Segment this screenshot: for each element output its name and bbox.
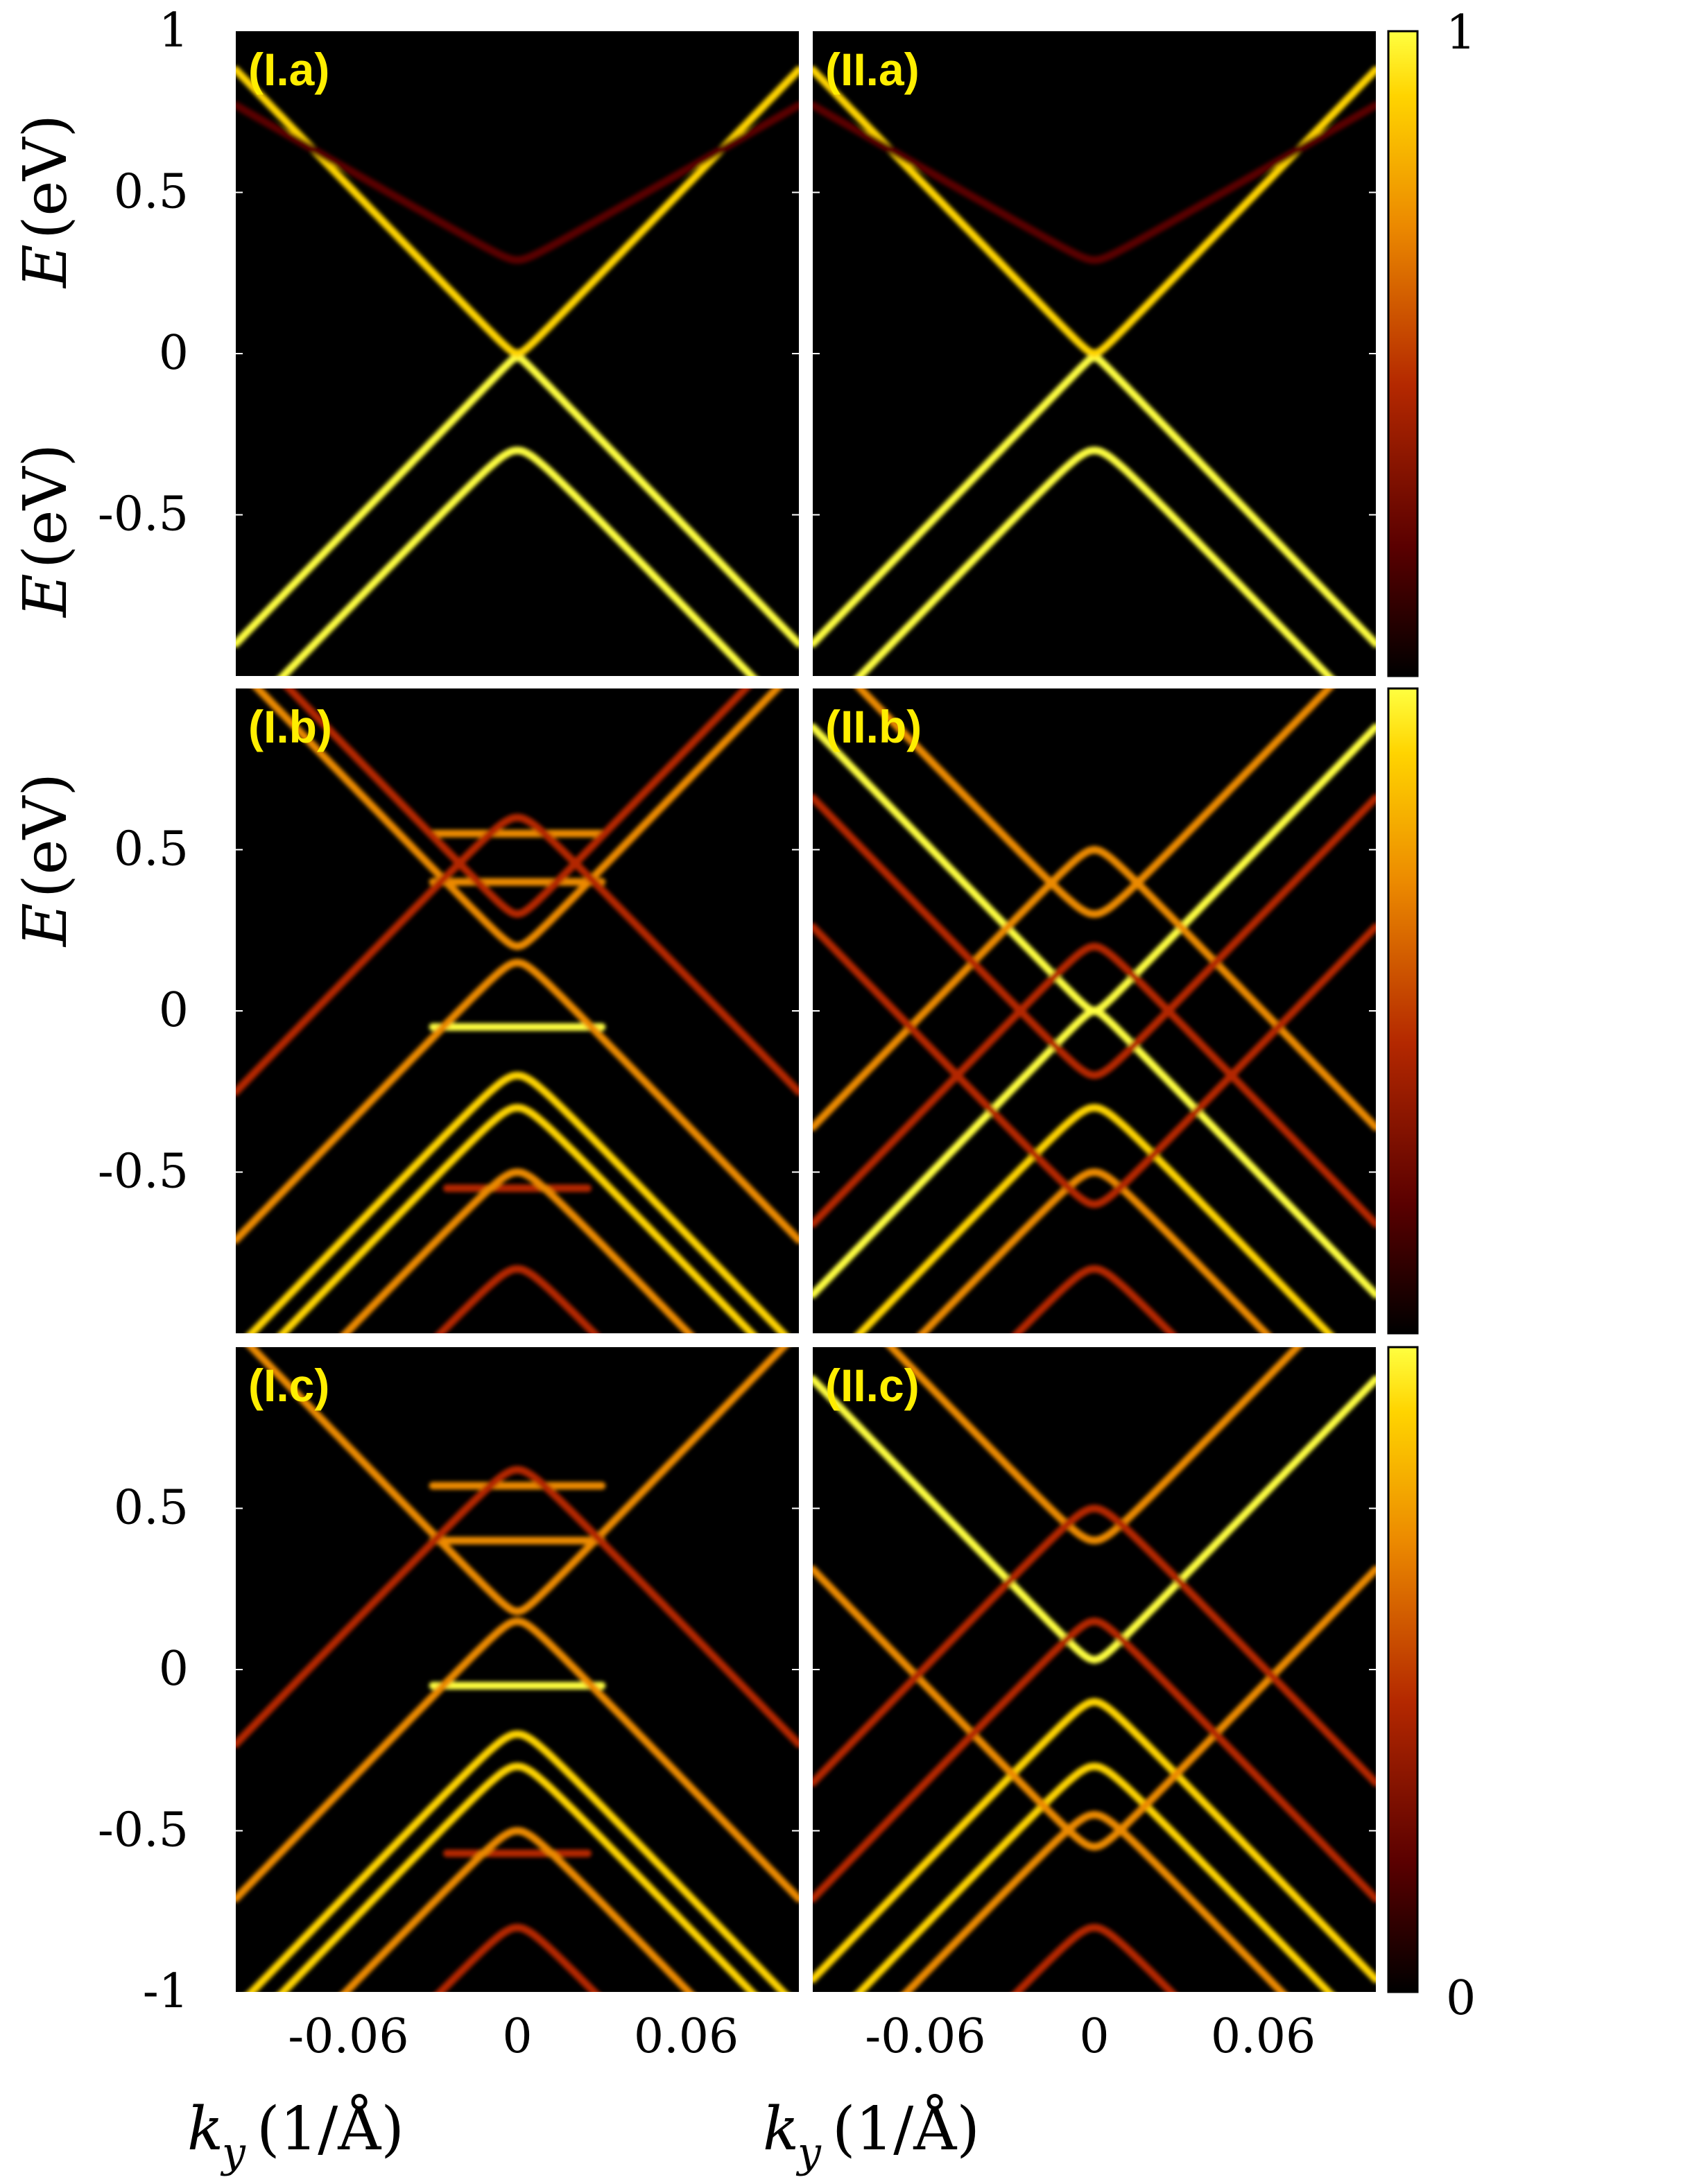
x-axis-label-unit: (1/Å) [257, 2094, 404, 2164]
x-axis-label-unit: (1/Å) [832, 2094, 980, 2164]
panel-2: (I.b) [236, 688, 799, 1333]
band-curve [902, 1810, 1287, 1992]
band-curve [813, 1697, 1376, 1984]
band-curve [246, 1730, 788, 1992]
colorbar-max-label: 1 [1446, 6, 1476, 60]
panel-label: (II.b) [825, 701, 922, 752]
panel-label: (I.c) [248, 1360, 329, 1411]
x-axis-label-sub: y [220, 2129, 246, 2177]
y-axis-label-var: E [11, 244, 80, 289]
y-tick-label: -1 [143, 1964, 189, 2019]
band-curve [854, 688, 1334, 919]
y-axis-label-var: E [11, 573, 80, 618]
panel-label: (II.c) [825, 1360, 920, 1411]
band-curve [236, 958, 799, 1245]
panel-background [236, 1347, 799, 1992]
band-curve [236, 813, 799, 1096]
band-curve [854, 1762, 1334, 1992]
colorbar-0 [1387, 30, 1419, 677]
band-curve [236, 66, 799, 358]
band-curve [236, 101, 799, 264]
y-axis-label-unit: (eV) [11, 444, 80, 569]
band-curve [435, 1923, 600, 1992]
x-tick-label: -0.06 [288, 2009, 408, 2064]
band-curve [813, 101, 1376, 264]
panel-label: (II.a) [825, 44, 920, 95]
y-axis-label-bottom: E (eV) [11, 773, 80, 948]
band-curve [917, 1168, 1271, 1333]
band-curve [813, 942, 1376, 1228]
band-curve [813, 845, 1376, 1132]
y-tick-label: 1 [159, 3, 189, 58]
x-axis-label-var: k [763, 2095, 799, 2164]
band-curve [277, 1762, 757, 1992]
band-curve [236, 1466, 799, 1749]
band-curve [813, 1617, 1376, 1903]
colorbar-2 [1387, 1346, 1419, 1993]
y-tick-label: 0.5 [114, 1481, 189, 1536]
band-curve [813, 1375, 1376, 1664]
band-curve [246, 1071, 788, 1333]
band-curve [340, 1168, 694, 1333]
y-axis-label-unit: (eV) [11, 114, 80, 239]
ticks-layer: 1 0.5 0 -0.5 0.5 0 -0.5 0.5 0 -0.5 -1 -0.06 0 0.06 -0.… [98, 3, 1316, 2064]
panels-layer: (I.a) (II.a) (I.b) (II.b) (I.c) (II.c) [236, 31, 1376, 1992]
panel-background [236, 688, 799, 1333]
x-axis-label-right: k y (1/Å) [763, 2094, 980, 2177]
x-tick-label: 0.06 [634, 2009, 739, 2064]
y-tick-label: -0.5 [98, 487, 189, 542]
band-curve [284, 688, 751, 919]
band-curve [813, 66, 1376, 358]
panel-4: (I.c) [236, 1347, 799, 1992]
band-curve [435, 1265, 600, 1333]
y-axis-label-unit: (eV) [11, 773, 80, 898]
panel-3: (II.b) [813, 688, 1376, 1333]
colorbar-min-label: 0 [1446, 1971, 1476, 2026]
y-tick-label: 0 [159, 983, 189, 1038]
y-axis-label-mid: E (eV) [11, 444, 80, 618]
band-curve [277, 1103, 757, 1333]
band-curve [252, 688, 782, 951]
x-tick-label: 0.06 [1211, 2009, 1316, 2064]
band-curve [277, 446, 757, 676]
y-tick-label: -0.5 [98, 1803, 189, 1858]
x-tick-label: 0 [1079, 2009, 1109, 2064]
panel-5: (II.c) [813, 1347, 1376, 1992]
band-curve [246, 1347, 788, 1615]
x-axis-label-var: k [187, 2095, 223, 2164]
band-curve [813, 794, 1376, 1080]
y-tick-label: 0 [159, 1642, 189, 1697]
band-curve [813, 1504, 1376, 1787]
panel-0: (I.a) [236, 31, 799, 676]
colorbars-layer [1387, 30, 1419, 1993]
band-curve [813, 1565, 1376, 1851]
y-tick-label: 0 [159, 326, 189, 381]
band-curve [813, 923, 1376, 1208]
x-tick-label: 0 [502, 2009, 532, 2064]
panel-label: (I.a) [248, 44, 329, 95]
band-curve [1012, 1923, 1177, 1992]
panel-label: (I.b) [248, 701, 332, 752]
band-curve [813, 1007, 1376, 1299]
band-curve [236, 1617, 799, 1903]
panel-1: (II.a) [813, 31, 1376, 676]
band-curve [340, 1826, 694, 1992]
y-axis-label-top: E (eV) [11, 114, 80, 289]
colorbar-1 [1387, 687, 1419, 1335]
y-tick-label: 0.5 [114, 822, 189, 877]
x-tick-label: -0.06 [865, 2009, 985, 2064]
y-axis-label-var: E [11, 903, 80, 948]
band-curve [1012, 1265, 1177, 1333]
band-curve [854, 446, 1334, 676]
y-tick-label: -0.5 [98, 1145, 189, 1199]
band-curve [854, 1103, 1334, 1333]
band-curve [886, 1347, 1303, 1545]
y-tick-label: 0.5 [114, 165, 189, 220]
x-axis-label-left: k y (1/Å) [187, 2094, 404, 2177]
x-axis-label-sub: y [795, 2129, 822, 2177]
